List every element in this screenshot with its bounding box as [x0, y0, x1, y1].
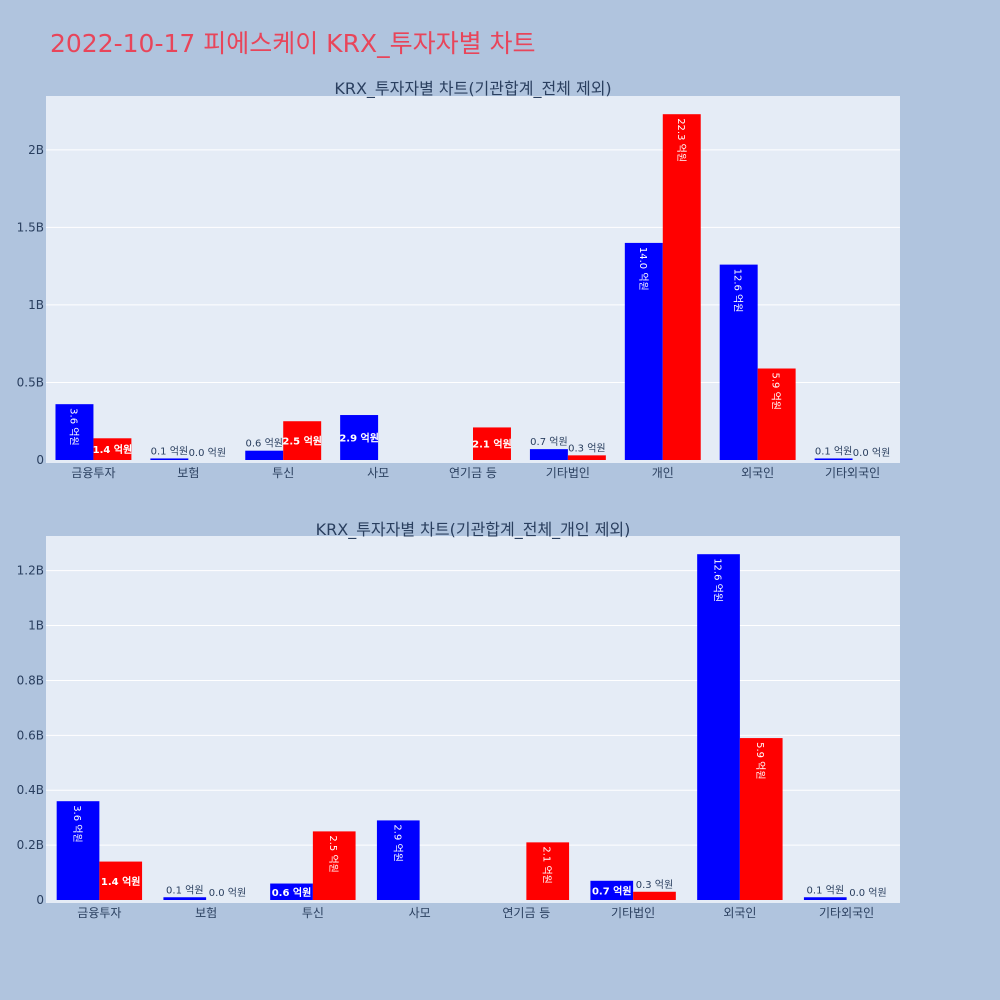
bar-label: 0.0 억원	[853, 447, 890, 459]
bar-label: 2.1 억원	[541, 846, 553, 883]
bar-label: 0.7 억원	[530, 436, 567, 448]
bar-label: 12.6 억원	[712, 558, 724, 602]
bar-series-blue	[55, 404, 94, 460]
bar-series-red	[662, 114, 701, 460]
bar-label: 0.3 억원	[636, 879, 673, 891]
bar-series-red	[99, 861, 143, 900]
bar-label: 2.5 억원	[327, 835, 339, 872]
bar-label: 5.9 억원	[754, 742, 766, 779]
x-tick-label: 금융투자	[71, 466, 115, 480]
bar-series-red	[739, 738, 783, 900]
bar-label: 2.9 억원	[391, 824, 403, 861]
y-tick-label: 2B	[28, 143, 44, 157]
x-tick-label: 기타법인	[546, 466, 590, 480]
x-tick-label: 외국인	[723, 906, 756, 920]
y-tick-label: 0	[36, 453, 44, 467]
bar-series-blue	[150, 458, 189, 460]
bar-label: 1.4 억원	[101, 875, 141, 888]
bar-label: 0.0 억원	[849, 887, 886, 899]
bar-label: 0.1 억원	[815, 445, 852, 457]
bar-series-blue	[376, 820, 420, 900]
chart-title: KRX_투자자별 차트(기관합계_전체_개인 제외)	[316, 520, 631, 540]
y-tick-label: 0.4B	[17, 783, 44, 797]
y-tick-label: 1B	[28, 298, 44, 312]
y-tick-label: 1.2B	[17, 564, 44, 578]
bar-series-blue	[719, 264, 758, 460]
y-tick-label: 0.5B	[17, 375, 44, 389]
x-tick-label: 연기금 등	[502, 906, 550, 920]
x-tick-label: 사모	[409, 906, 431, 920]
bar-label: 0.7 억원	[592, 884, 632, 897]
main-title: 2022-10-17 피에스케이 KRX_투자자별 차트	[50, 29, 536, 58]
y-tick-label: 0.8B	[17, 673, 44, 687]
bar-label: 0.3 억원	[568, 442, 605, 454]
bar-label: 0.1 억원	[807, 884, 844, 896]
chart-1: 0 0.5B 1B 1.5B 2B KRX_투자자별 차트(기관합계_전체 제외) 금융투자…	[17, 79, 900, 480]
bar-label: 0.1 억원	[166, 884, 203, 896]
bar-series-blue	[245, 450, 284, 460]
bar-series-blue	[803, 897, 847, 900]
x-tick-label: 투신	[272, 466, 294, 480]
bar-series-red	[567, 455, 606, 460]
bar-series-red	[312, 831, 356, 900]
bar-label: 5.9 억원	[770, 373, 782, 410]
x-tick-label: 기타외국인	[825, 466, 880, 480]
bar-series-red	[526, 842, 570, 900]
y-tick-label: 0.2B	[17, 838, 44, 852]
x-tick-label: 보험	[177, 466, 199, 480]
bar-series-red	[473, 427, 511, 460]
bar-label: 0.1 억원	[151, 445, 188, 457]
y-tick-label: 1B	[28, 619, 44, 633]
bar-label: 0.6 억원	[246, 438, 283, 450]
y-tick-label: 0	[36, 893, 44, 907]
x-tick-label: 보험	[195, 906, 217, 920]
x-tick-label: 사모	[367, 466, 389, 480]
bar-series-red	[757, 368, 796, 460]
bar-label: 3.6 억원	[67, 408, 79, 445]
bar-series-blue	[590, 880, 634, 900]
bar-label: 2.5 억원	[282, 435, 322, 448]
y-tick-label: 1.5B	[17, 220, 44, 234]
bar-series-blue	[163, 897, 207, 900]
bar-series-red	[283, 421, 322, 460]
bar-label: 0.6 억원	[272, 886, 312, 899]
x-tick-label: 외국인	[741, 466, 774, 480]
bar-series-blue	[697, 554, 740, 900]
bar-label: 22.3 억원	[675, 118, 687, 162]
bar-series-blue	[270, 883, 313, 900]
bar-label: 12.6 억원	[732, 269, 744, 313]
bar-label: 1.4 억원	[93, 443, 133, 456]
x-tick-label: 금융투자	[77, 906, 121, 920]
bar-series-blue	[56, 801, 100, 900]
bar-label: 2.1 억원	[472, 438, 512, 451]
bar-series-red	[93, 438, 132, 460]
x-tick-label: 기타법인	[611, 906, 655, 920]
bar-label: 0.0 억원	[209, 887, 246, 899]
bar-label: 2.9 억원	[339, 432, 379, 445]
x-tick-label: 연기금 등	[449, 466, 497, 480]
x-tick-label: 투신	[302, 906, 324, 920]
y-tick-label: 0.6B	[17, 728, 44, 742]
bar-series-blue	[340, 415, 379, 460]
bar-label: 3.6 억원	[71, 805, 83, 842]
chart-2: 0 0.2B 0.4B 0.6B 0.8B 1B 1.2B KRX_투자자별 차트(기관합계_…	[17, 520, 900, 920]
bar-series-red	[633, 891, 676, 900]
bar-label: 0.0 억원	[189, 447, 226, 459]
bar-label: 14.0 억원	[637, 247, 649, 291]
bar-series-blue	[624, 242, 663, 460]
x-tick-label: 기타외국인	[819, 906, 874, 920]
chart-title: KRX_투자자별 차트(기관합계_전체 제외)	[334, 79, 611, 99]
bar-series-blue	[529, 449, 568, 460]
x-tick-label: 개인	[652, 466, 674, 480]
bar-series-blue	[814, 458, 853, 460]
